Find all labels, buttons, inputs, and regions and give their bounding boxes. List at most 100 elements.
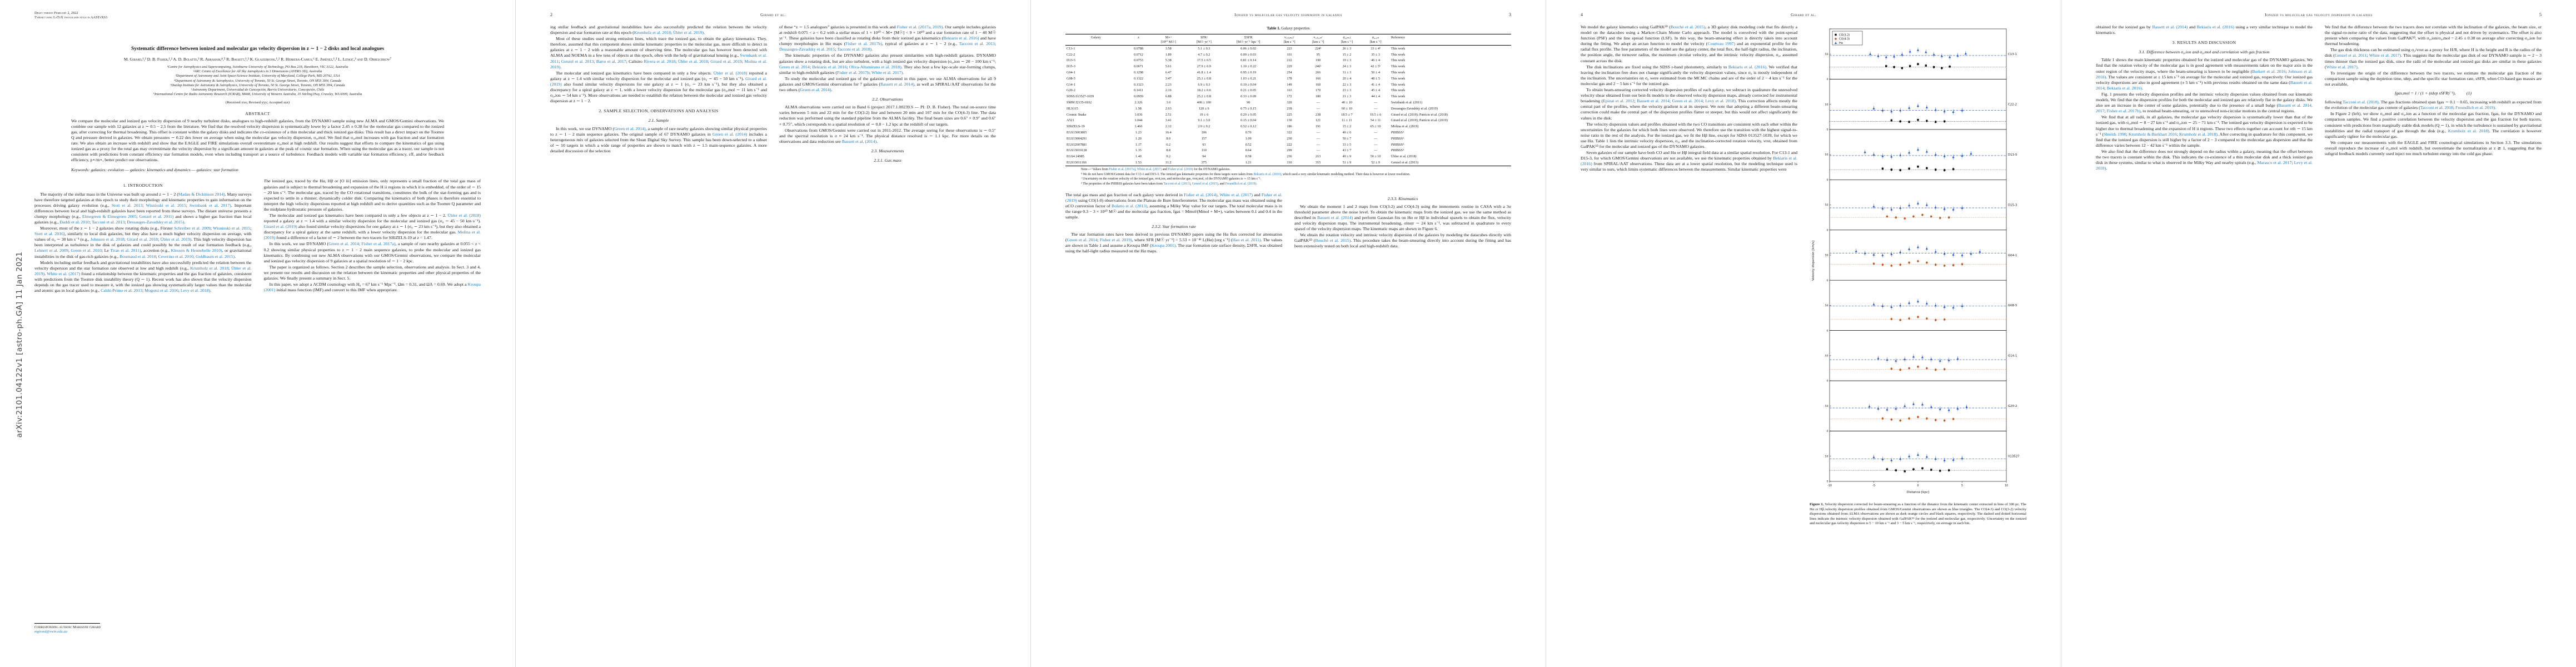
table-row: SDSS 013527-1039 0.0939 6.88 25.2 ± 0.8 … xyxy=(1065,94,1511,100)
page3-column-2: 2.3.3. Kinematics We obtain the moment 1 … xyxy=(1294,192,1511,250)
paper-title: Systematic difference between ionized an… xyxy=(131,46,385,52)
cell-mstar: 2.51 xyxy=(1165,112,1172,117)
column-unit xyxy=(1065,39,1127,46)
paragraph: In this paper, we adopt a ΛCDM cosmology… xyxy=(263,282,481,293)
table-row: SMM J2135-0102 2.326 3.0 400 ± 100 90 32… xyxy=(1065,99,1511,106)
cell-vrot-ion: 315 xyxy=(1303,160,1333,167)
cell-sigma0-ion: 54 ± 11 xyxy=(1370,118,1381,123)
cell-sigma0-ion: 35 ± 3 xyxy=(1371,52,1380,57)
cell-sigma0-ion: — xyxy=(1373,148,1378,153)
table-row: G20-2 0.1411 2.16 18.2 ± 0.6 0.21 ± 0.05… xyxy=(1065,88,1511,94)
email-link[interactable]: mgirard@swin.edu.au xyxy=(34,630,67,634)
paragraph: We find that at all radii, in all galaxi… xyxy=(2096,115,2313,148)
cell-z: 1.20 xyxy=(1135,136,1142,141)
cell-vrot-ion: — xyxy=(1316,100,1320,104)
table-row: EGS13003805 1.23 16.4 106 0.70 322 — 40 … xyxy=(1065,130,1511,136)
paragraph: The kinematic properties of the DYNAMO g… xyxy=(779,53,996,75)
affiliation-line: ⁴Department of Astronomy & Astrophysics,… xyxy=(174,78,341,83)
cell-mstar: 2.12 xyxy=(1165,125,1172,129)
cell-reference: This work xyxy=(1391,70,1406,74)
cell-galaxy: SDSS 013527-1039 xyxy=(1067,94,1094,99)
cell-vrot-mol: 149 xyxy=(1287,82,1292,87)
cell-sfr: 93 xyxy=(1202,142,1206,147)
paragraph: The gas disk thickness can be estimated … xyxy=(2325,47,2542,69)
svg-text:50: 50 xyxy=(1825,53,1828,56)
cell-sfr: 27.9 ± 0.9 xyxy=(1197,64,1211,69)
svg-text:0: 0 xyxy=(1827,380,1828,383)
svg-text:D13-5: D13-5 xyxy=(2008,153,2017,157)
cell-reference: PHIBSSᵈ xyxy=(1391,136,1404,141)
cell-vrot-mol: 236 xyxy=(1287,155,1292,159)
paragraph: To study the molecular and ionized gas o… xyxy=(779,76,996,93)
svg-text:0: 0 xyxy=(1827,228,1828,232)
cell-sfr: 6.9 ± 0.3 xyxy=(1198,82,1210,87)
column-unit: [km s⁻¹] xyxy=(1361,39,1390,46)
cell-sigma0-mol: 40 ± 6 xyxy=(1342,130,1352,135)
cell-sigma0-ion: 45 ± 4 xyxy=(1371,88,1380,93)
cell-reference: Molina et al. (2019) xyxy=(1391,125,1419,129)
svg-text:50: 50 xyxy=(1825,153,1828,157)
galaxy-properties-table: Galaxy z M⋆ᵃ SFRᵃ ΣSFR vᵣₒₜ,ₘₒₗᶜ vᵣₒₜ,ᵢₒₙᶜ σ₀,ₘ… xyxy=(1065,34,1511,167)
column-unit: [10¹⁰ M☉] xyxy=(1150,39,1187,46)
cell-sigma-sfr: 0.95 ± 0.19 xyxy=(1240,70,1257,74)
svg-text:50: 50 xyxy=(1825,355,1828,358)
paragraph: To obtain beam-smearing corrected veloci… xyxy=(1581,87,1797,121)
cell-z: 0.0753 xyxy=(1133,58,1143,63)
cell-vrot-ion: 246ᵇ xyxy=(1315,64,1322,69)
cell-mstar: 16.4 xyxy=(1165,130,1172,135)
svg-text:G14-1: G14-1 xyxy=(2008,355,2017,358)
cell-sigma-sfr: 0.19 ± 0.04 xyxy=(1240,82,1257,87)
table-row: C13-1 0.0788 3.58 5.1 ± 0.3 0.06 ± 0.02 … xyxy=(1065,46,1511,52)
paragraph: fgas,mol = 1 / (1 + (tdep sSFR)⁻¹), (1) xyxy=(2394,91,2472,96)
cell-galaxy: C13-1 xyxy=(1067,46,1075,51)
cell-vrot-mol: 212 xyxy=(1287,58,1292,63)
paragraph: 3. RESULTS AND DISCUSSION xyxy=(2172,40,2236,46)
page1-column-2: The ionized gas, traced by the Hα, Hβ or… xyxy=(264,178,481,293)
cell-galaxy: EGS13011166 xyxy=(1065,160,1127,167)
svg-text:0: 0 xyxy=(1827,430,1828,433)
svg-text:013527: 013527 xyxy=(2008,455,2020,459)
cell-sigma0-mol: 21 ± 3 xyxy=(1342,94,1352,99)
paragraph: The ionized gas, traced by the Hα, Hβ or… xyxy=(263,178,481,212)
cell-sigma0-mol: 18.5 ± 7 xyxy=(1341,112,1353,117)
paragraph: The total gas mass and gas fraction of e… xyxy=(1065,192,1282,220)
cell-sigma-sfr: 0.15 ± 0.04 xyxy=(1240,118,1257,123)
cell-sfr: 157 xyxy=(1201,136,1207,141)
cell-sigma0-ion: 19.5 ± 6 xyxy=(1369,112,1382,117)
cell-mstar: 2.63 xyxy=(1165,106,1172,111)
cell-sigma-sfr: 90 xyxy=(1247,100,1250,104)
paragraph: In Figure 2 (left), we show σ₀,mol and σ… xyxy=(2325,111,2542,139)
cell-z: 1.58 xyxy=(1135,106,1142,111)
column-unit: [M☉ yr⁻¹] xyxy=(1186,39,1222,46)
paragraph: The majority of the stellar mass in the … xyxy=(34,191,252,225)
paragraph: Seven galaxies of our sample have both C… xyxy=(1581,150,1797,172)
cell-mstar: 6.88 xyxy=(1165,94,1172,99)
cell-z: 1.17 xyxy=(1135,142,1142,147)
arxiv-stamp: arXiv:2101.04122v1 [astro-ph.GA] 11 Jan … xyxy=(15,251,24,438)
page-number: 3 xyxy=(1509,12,1511,17)
paragraph: The star formation rates have been deriv… xyxy=(1065,232,1282,254)
svg-text:C13-1: C13-1 xyxy=(2008,53,2017,56)
column-unit xyxy=(1126,39,1151,46)
cell-vrot-ion: 121 xyxy=(1316,118,1321,123)
cell-vrot-mol: 322 xyxy=(1287,130,1292,135)
column-header: M⋆ᵃ xyxy=(1165,35,1172,39)
column-header: Reference xyxy=(1391,35,1405,39)
cell-vrot-ion: — xyxy=(1316,142,1320,147)
paragraph: Table 1 shows the main kinematic propert… xyxy=(2096,57,2313,91)
cell-reference: Swinbank et al. (2011) xyxy=(1391,100,1423,104)
cell-sfr: 4.7 ± 0.2 xyxy=(1198,52,1210,57)
cell-vrot-mol: 218 xyxy=(1287,106,1292,111)
cell-vrot-ion: — xyxy=(1316,148,1320,153)
running-head: Girard et al. xyxy=(760,12,786,17)
paragraph: Moreover, most of the z ∼ 1 − 2 galaxies… xyxy=(34,226,252,259)
cell-reference: Übler et al. (2018) xyxy=(1391,155,1417,159)
cell-mstar: 5.61 xyxy=(1165,64,1172,69)
cell-sigma0-ion: 48 ± 5 xyxy=(1371,76,1380,81)
paragraph: 2.3.3. Kinematics xyxy=(1387,196,1418,201)
cell-sigma-sfr: 0.33 ± 0.09 xyxy=(1240,94,1257,99)
cell-sigma-sfr: 1.10 ± 0.22 xyxy=(1240,64,1257,69)
cell-sigma-sfr: 0.64 xyxy=(1245,148,1252,153)
cell-vrot-mol: 230 xyxy=(1287,136,1292,141)
page-4: 4 Girard et al. We model the galaxy kine… xyxy=(1546,0,2061,667)
